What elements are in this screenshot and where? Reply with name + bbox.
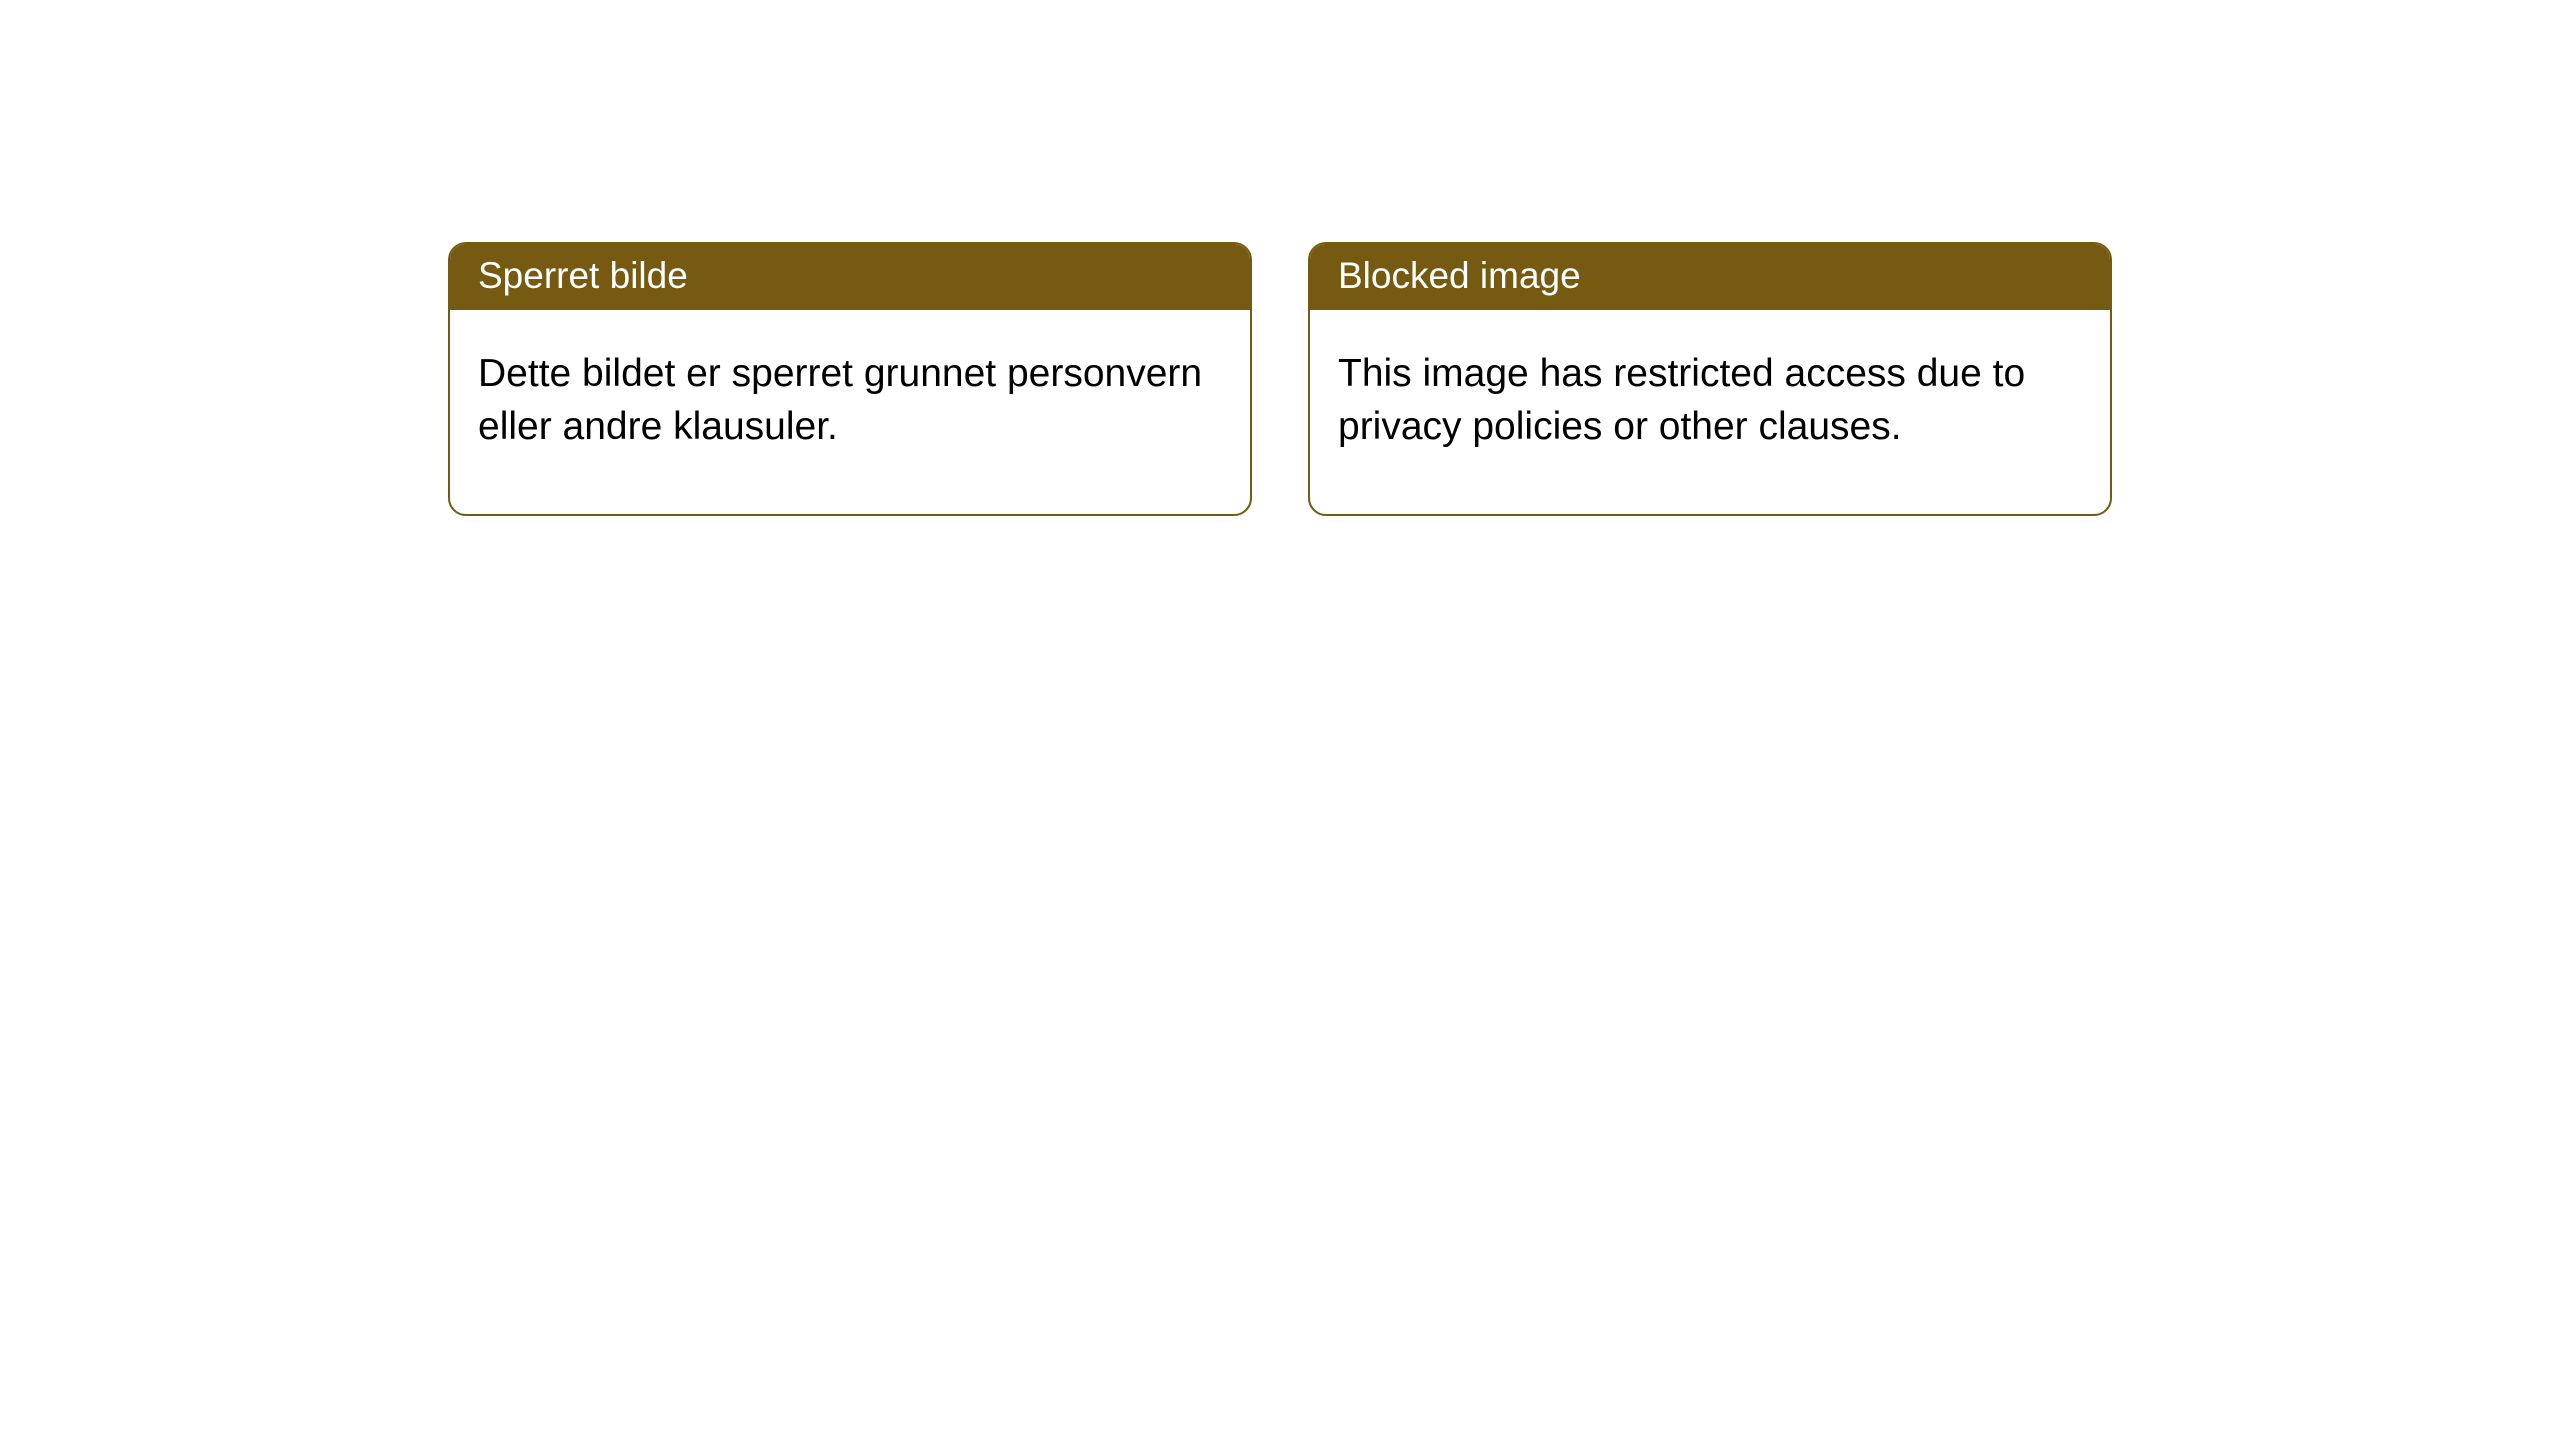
notice-body-no: Dette bildet er sperret grunnet personve… [450, 310, 1250, 513]
notice-header-en: Blocked image [1310, 244, 2110, 310]
notice-body-en: This image has restricted access due to … [1310, 310, 2110, 513]
notice-header-no: Sperret bilde [450, 244, 1250, 310]
notice-card-en: Blocked image This image has restricted … [1308, 242, 2112, 516]
notice-container: Sperret bilde Dette bildet er sperret gr… [448, 242, 2112, 516]
notice-card-no: Sperret bilde Dette bildet er sperret gr… [448, 242, 1252, 516]
